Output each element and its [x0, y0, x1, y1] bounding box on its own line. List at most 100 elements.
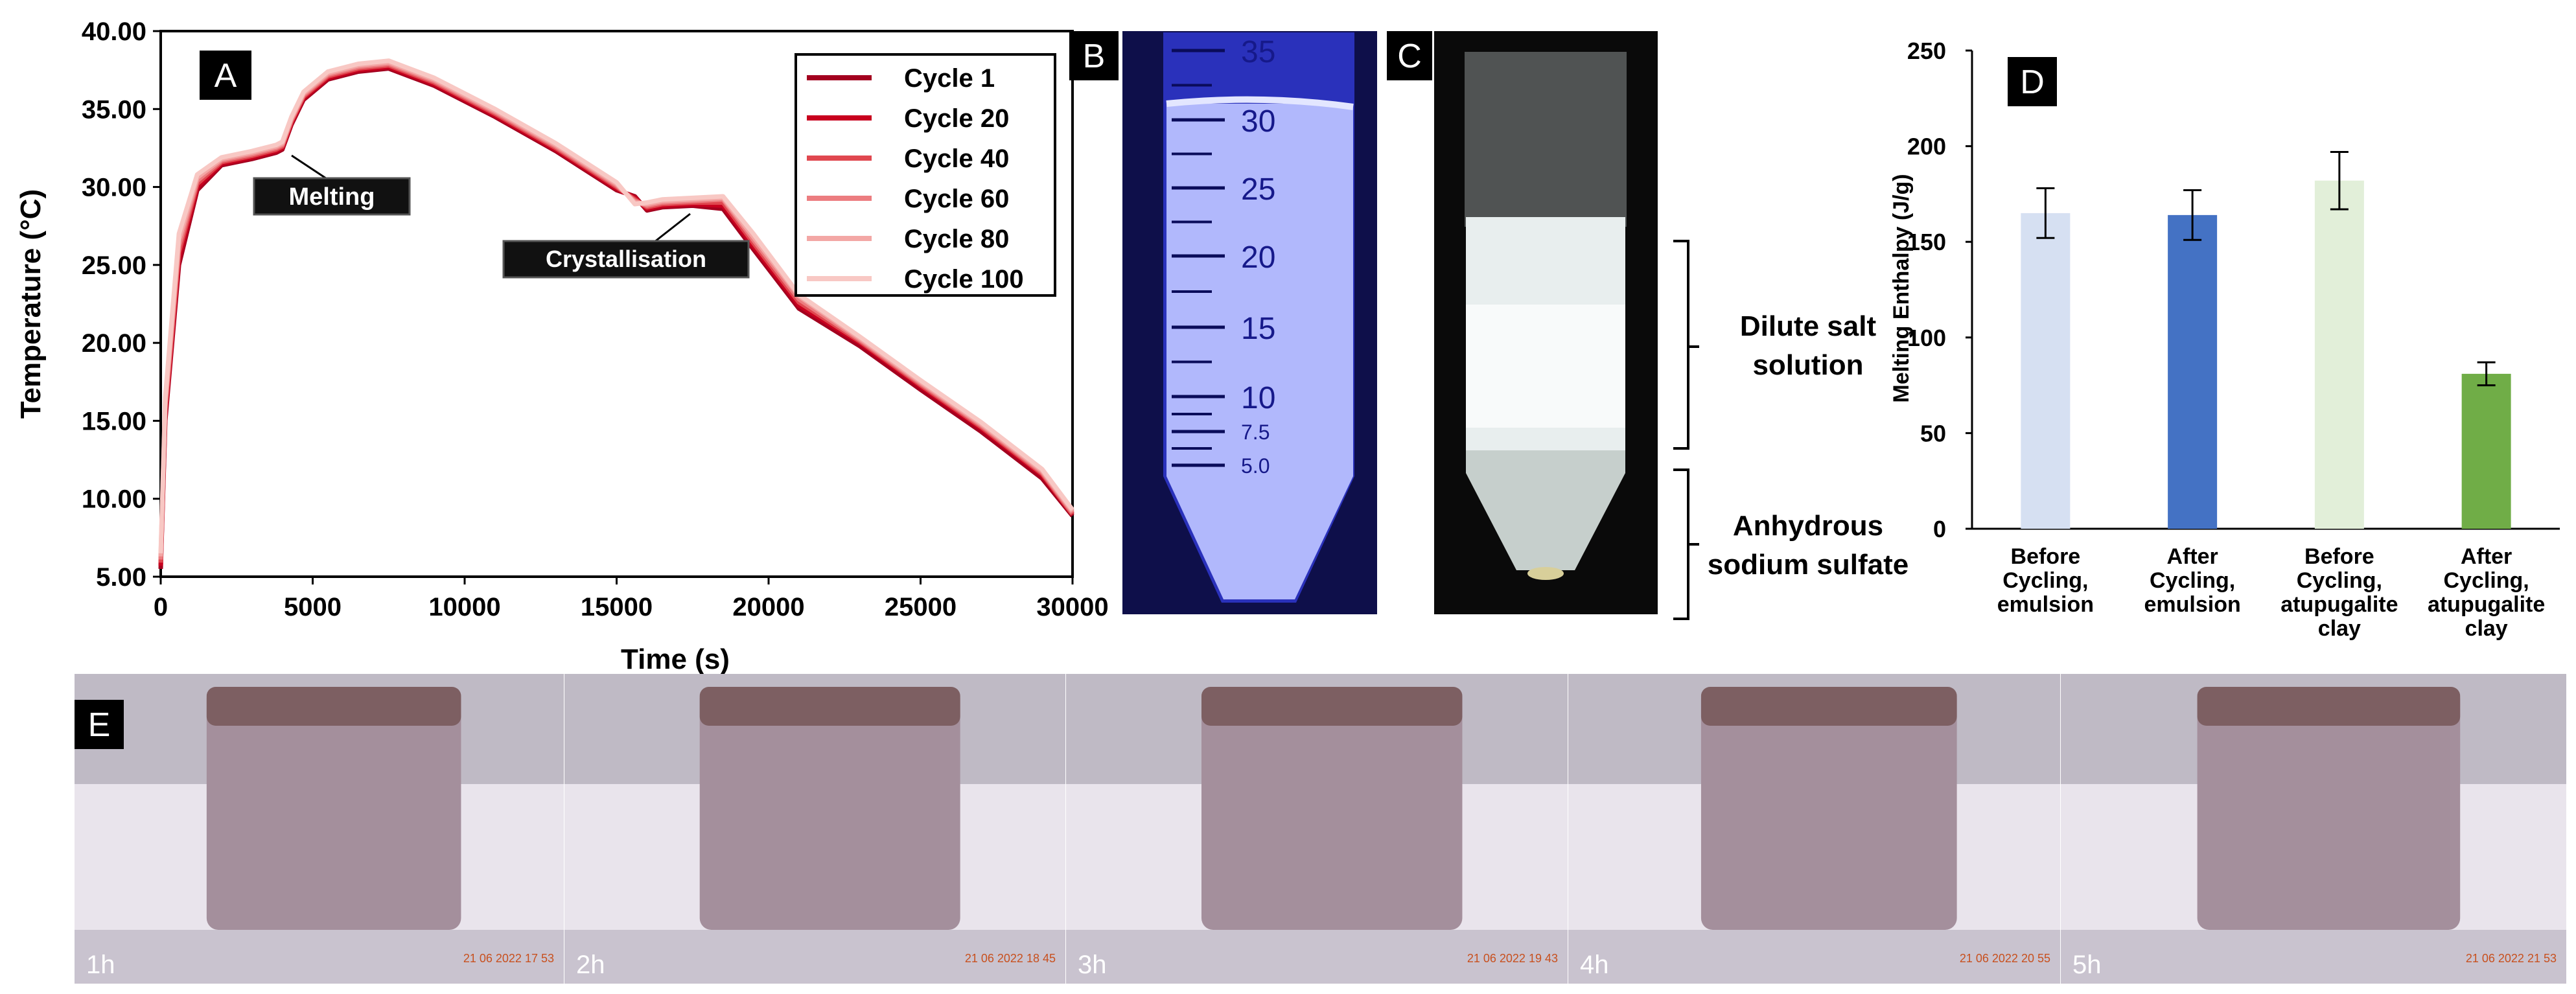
legend-box: [795, 53, 1056, 297]
x-axis-ticks: 0 5000 10000 15000 20000 25000 30000: [154, 577, 1109, 621]
y-tick-label: 5.00: [96, 563, 146, 592]
frame-vessel: [206, 687, 461, 930]
melting-annotation: Melting: [289, 183, 375, 211]
frame-vessel-rim: [1201, 687, 1463, 726]
frame-vessel: [1201, 687, 1463, 930]
sediment-bracket: [1673, 468, 1689, 620]
bar: [2168, 214, 2218, 529]
dilute-label-line2: solution: [1752, 349, 1863, 381]
frame-time-label: 3h: [1078, 951, 1107, 979]
graduation-label: 25: [1241, 172, 1275, 207]
category-label-line: Cycling,: [2150, 568, 2235, 593]
category-label-line: Cycling,: [2444, 568, 2529, 593]
frame-vessel: [1700, 687, 1957, 930]
frame-time-label: 1h: [86, 951, 115, 979]
frame-base: [1066, 930, 1568, 984]
y-tick-label: 25.00: [82, 251, 146, 280]
y-tick-label: 35.00: [82, 95, 146, 124]
category-label-line: atupugalite: [2428, 592, 2545, 617]
frame-base: [75, 930, 564, 984]
y-tick-label: 150: [1907, 229, 1946, 255]
category-label-line: After: [2461, 544, 2512, 569]
legend-label: Cycle 40: [904, 144, 1009, 173]
frame-base: [2061, 930, 2566, 984]
frame-timestamp: 21 06 2022 17 53: [463, 952, 554, 965]
y-tick-label: 250: [1907, 38, 1946, 64]
frame-time-label: 4h: [1580, 951, 1609, 979]
panel-letter-box: [75, 700, 124, 749]
legend-label: Cycle 100: [904, 265, 1024, 294]
sediment-label-line1: Anhydrous: [1733, 510, 1883, 542]
x-axis-label: Time (s): [621, 643, 730, 675]
category-label-line: clay: [2318, 616, 2361, 641]
y-axis-ticks: 5.00 10.00 15.00 20.00 25.00 30.00 35.00 40.00: [82, 17, 161, 592]
frame-vessel-rim: [699, 687, 960, 726]
frame-timestamp: 21 06 2022 21 53: [2466, 952, 2557, 965]
panel-letter-box: [1069, 31, 1119, 80]
category-label-line: Cycling,: [2002, 568, 2088, 593]
crystallisation-annotation: Crystallisation: [546, 246, 706, 272]
panel-letter-c: C: [1397, 38, 1422, 75]
y-tick-label: 20.00: [82, 329, 146, 358]
y-tick-label: 30.00: [82, 174, 146, 202]
sediment-tip: [1527, 567, 1564, 580]
y-tick-label: 15.00: [82, 407, 146, 435]
legend-label: Cycle 60: [904, 185, 1009, 213]
legend-label: Cycle 1: [904, 64, 995, 93]
y-tick-label: 100: [1907, 325, 1946, 351]
frame-timestamp: 21 06 2022 18 45: [965, 952, 1056, 965]
sediment-layer: [1466, 450, 1625, 570]
bars: [2021, 150, 2511, 529]
panel-letter-a: A: [215, 57, 237, 95]
bar: [2314, 180, 2364, 529]
bar: [2021, 213, 2071, 529]
graduation-label: 30: [1241, 104, 1275, 139]
category-label-line: emulsion: [2144, 592, 2241, 617]
category-labels: BeforeCycling,emulsionAfterCycling,emuls…: [1997, 544, 2546, 641]
series-line-cycle-100: [158, 58, 1074, 554]
graduation-label: 35: [1241, 35, 1275, 69]
graduation-label: 10: [1241, 381, 1275, 415]
graduation-label: 15: [1241, 312, 1275, 346]
panel-letter-d: D: [2020, 64, 2045, 101]
crystallisation-pointer: [651, 213, 691, 246]
y-tick-label: 40.00: [82, 17, 146, 46]
category-label-line: emulsion: [1997, 592, 2094, 617]
frame-base: [564, 930, 1065, 984]
sediment-label-line2: sodium sulfate: [1708, 549, 1909, 581]
frame-time-label: 2h: [576, 951, 605, 979]
graduation-label: 20: [1241, 240, 1275, 275]
dilute-bracket: [1673, 240, 1689, 450]
frame-base: [1568, 930, 2060, 984]
frame-vessel-rim: [1700, 687, 1957, 726]
frame-time-label: 5h: [2072, 951, 2102, 979]
panel-b-tube-photo: 35 30 25 20 15 10 7.5 5.0 B: [1069, 31, 1377, 614]
x-tick-label: 10000: [428, 593, 500, 621]
y-tick-label: 50: [1920, 420, 1946, 446]
panel-letter-box: [200, 51, 251, 100]
panel-a-line-chart: 5.0010.0015.0020.0025.0030.0035.0040.00 …: [15, 17, 1109, 675]
graduation-label: 7.5: [1241, 421, 1270, 444]
frame-vessel: [699, 687, 960, 930]
x-tick-label: 0: [154, 593, 168, 621]
y-tick-label: 10.00: [82, 485, 146, 514]
bar: [2461, 373, 2511, 529]
crystallisation-label-box: [502, 240, 750, 279]
x-tick-label: 5000: [284, 593, 342, 621]
y-axis-label: Melting Enthalpy (J/g): [1889, 174, 1914, 402]
x-tick-label: 20000: [732, 593, 804, 621]
y-axis-label: Temperature (°C): [15, 189, 47, 419]
frame-vessel-rim: [206, 687, 461, 726]
liquid-meniscus: [1166, 96, 1354, 110]
legend: Cycle 1 Cycle 20 Cycle 40 Cycle 60 Cycle 80 C…: [807, 64, 1024, 294]
y-axis-ticks: 0 50 100 150 200 250: [1907, 38, 1972, 542]
category-label-line: After: [2166, 544, 2218, 569]
frame-timestamp: 21 06 2022 19 43: [1467, 952, 1558, 965]
panel-letter-box: [1387, 31, 1432, 80]
bright-band: [1466, 305, 1625, 428]
category-label-line: Before: [2304, 544, 2374, 569]
y-tick-label: 200: [1907, 133, 1946, 160]
panel-letter-box: [2008, 57, 2057, 106]
category-label-line: Cycling,: [2297, 568, 2382, 593]
